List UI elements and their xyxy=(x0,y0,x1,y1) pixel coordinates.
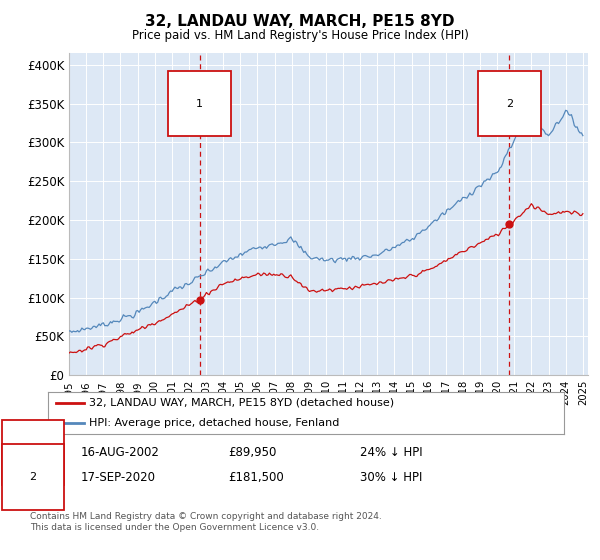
Text: 2: 2 xyxy=(29,472,37,482)
Text: Contains HM Land Registry data © Crown copyright and database right 2024.
This d: Contains HM Land Registry data © Crown c… xyxy=(30,512,382,532)
Text: £89,950: £89,950 xyxy=(228,446,277,459)
Text: HPI: Average price, detached house, Fenland: HPI: Average price, detached house, Fenl… xyxy=(89,418,340,428)
Text: 16-AUG-2002: 16-AUG-2002 xyxy=(81,446,160,459)
Text: 32, LANDAU WAY, MARCH, PE15 8YD: 32, LANDAU WAY, MARCH, PE15 8YD xyxy=(145,14,455,29)
Text: 2: 2 xyxy=(506,99,513,109)
Text: £181,500: £181,500 xyxy=(228,470,284,484)
Text: 1: 1 xyxy=(29,447,37,458)
Text: 24% ↓ HPI: 24% ↓ HPI xyxy=(360,446,422,459)
Text: 32, LANDAU WAY, MARCH, PE15 8YD (detached house): 32, LANDAU WAY, MARCH, PE15 8YD (detache… xyxy=(89,398,394,408)
Text: Price paid vs. HM Land Registry's House Price Index (HPI): Price paid vs. HM Land Registry's House … xyxy=(131,29,469,42)
Text: 17-SEP-2020: 17-SEP-2020 xyxy=(81,470,156,484)
Text: 1: 1 xyxy=(196,99,203,109)
Text: 30% ↓ HPI: 30% ↓ HPI xyxy=(360,470,422,484)
